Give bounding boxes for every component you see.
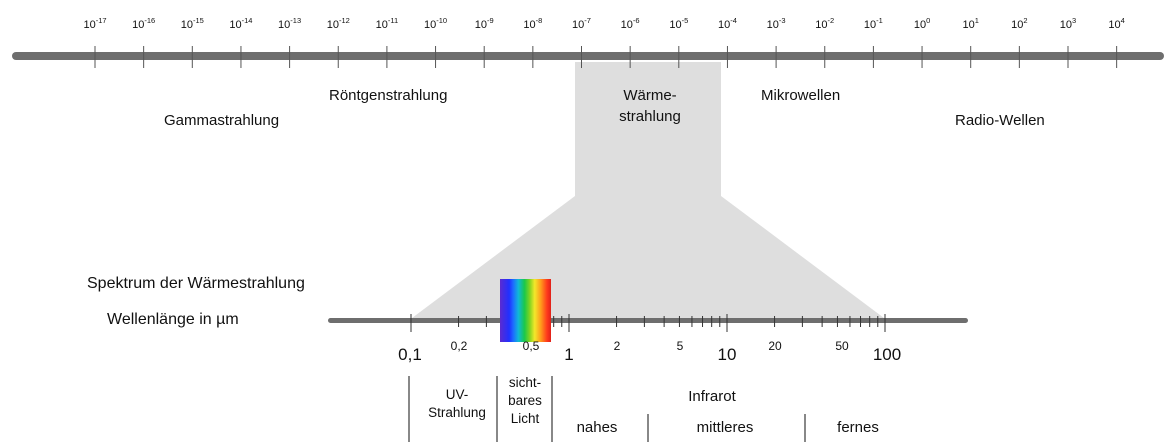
band-visible-line2: bares xyxy=(508,393,542,408)
top-scale-label: 10-14 xyxy=(229,16,253,31)
top-scale-label: 10-15 xyxy=(180,16,204,31)
band-mid-infrared: mittleres xyxy=(696,419,754,436)
top-scale-label: 10-13 xyxy=(278,16,302,31)
zoom-label-0-2: 0,2 xyxy=(450,339,468,353)
zoom-label-100: 100 xyxy=(872,345,902,364)
top-scale-label: 10-17 xyxy=(83,16,107,31)
band-near-infrared: nahes xyxy=(576,419,618,436)
top-scale-label: 10-8 xyxy=(523,16,543,31)
zoom-scale-bar xyxy=(328,318,968,323)
band-visible-line3: Licht xyxy=(510,411,540,426)
visible-light-spectrum xyxy=(500,279,551,342)
top-scale-ticks xyxy=(94,46,1118,68)
band-uv-line2: Strahlung xyxy=(428,405,486,420)
region-radio: Radio-Wellen xyxy=(955,112,1045,129)
region-heat-line2: strahlung xyxy=(619,108,681,125)
region-heat-line1: Wärme- xyxy=(623,87,677,104)
top-scale-label: 10-1 xyxy=(863,16,883,31)
zoom-label-50: 50 xyxy=(835,339,849,353)
top-scale-label: 101 xyxy=(962,16,979,31)
zoom-label-0-1: 0,1 xyxy=(398,345,422,364)
zoom-title: Spektrum der Wärmestrahlung xyxy=(87,275,305,292)
region-gamma: Gammastrahlung xyxy=(164,112,280,129)
top-scale-label: 10-6 xyxy=(620,16,640,31)
region-microwave: Mikrowellen xyxy=(761,87,841,104)
top-scale-label: 102 xyxy=(1011,16,1028,31)
top-scale-label: 10-3 xyxy=(766,16,786,31)
zoom-label-0-5: 0,5 xyxy=(522,339,540,353)
top-scale-label: 100 xyxy=(913,16,931,31)
zoom-label-2: 2 xyxy=(613,339,621,353)
top-scale-label: 10-11 xyxy=(375,16,399,31)
zoom-wedge xyxy=(412,62,884,318)
band-visible-line1: sicht- xyxy=(508,375,542,390)
zoom-axis-label: Wellenlänge in µm xyxy=(107,311,239,328)
top-scale-label: 104 xyxy=(1108,16,1125,31)
top-scale-bar xyxy=(12,52,1164,60)
top-scale-label: 10-5 xyxy=(669,16,689,31)
top-scale-label: 10-12 xyxy=(326,16,350,31)
band-uv-line1: UV- xyxy=(445,387,469,402)
top-scale-label: 10-9 xyxy=(474,16,494,31)
zoom-label-10: 10 xyxy=(717,345,737,364)
top-scale-label: 10-4 xyxy=(717,16,737,31)
zoom-label-1: 1 xyxy=(564,345,574,364)
band-infrared: Infrarot xyxy=(688,388,736,405)
band-far-infrared: fernes xyxy=(837,419,879,436)
top-scale-label: 10-2 xyxy=(815,16,835,31)
region-xray: Röntgenstrahlung xyxy=(329,87,448,104)
zoom-label-20: 20 xyxy=(768,339,782,353)
top-scale-label: 10-16 xyxy=(132,16,156,31)
zoom-label-5: 5 xyxy=(676,339,684,353)
top-scale-label: 103 xyxy=(1059,16,1077,31)
top-scale-label: 10-10 xyxy=(424,16,448,31)
top-scale-label: 10-7 xyxy=(572,16,591,31)
